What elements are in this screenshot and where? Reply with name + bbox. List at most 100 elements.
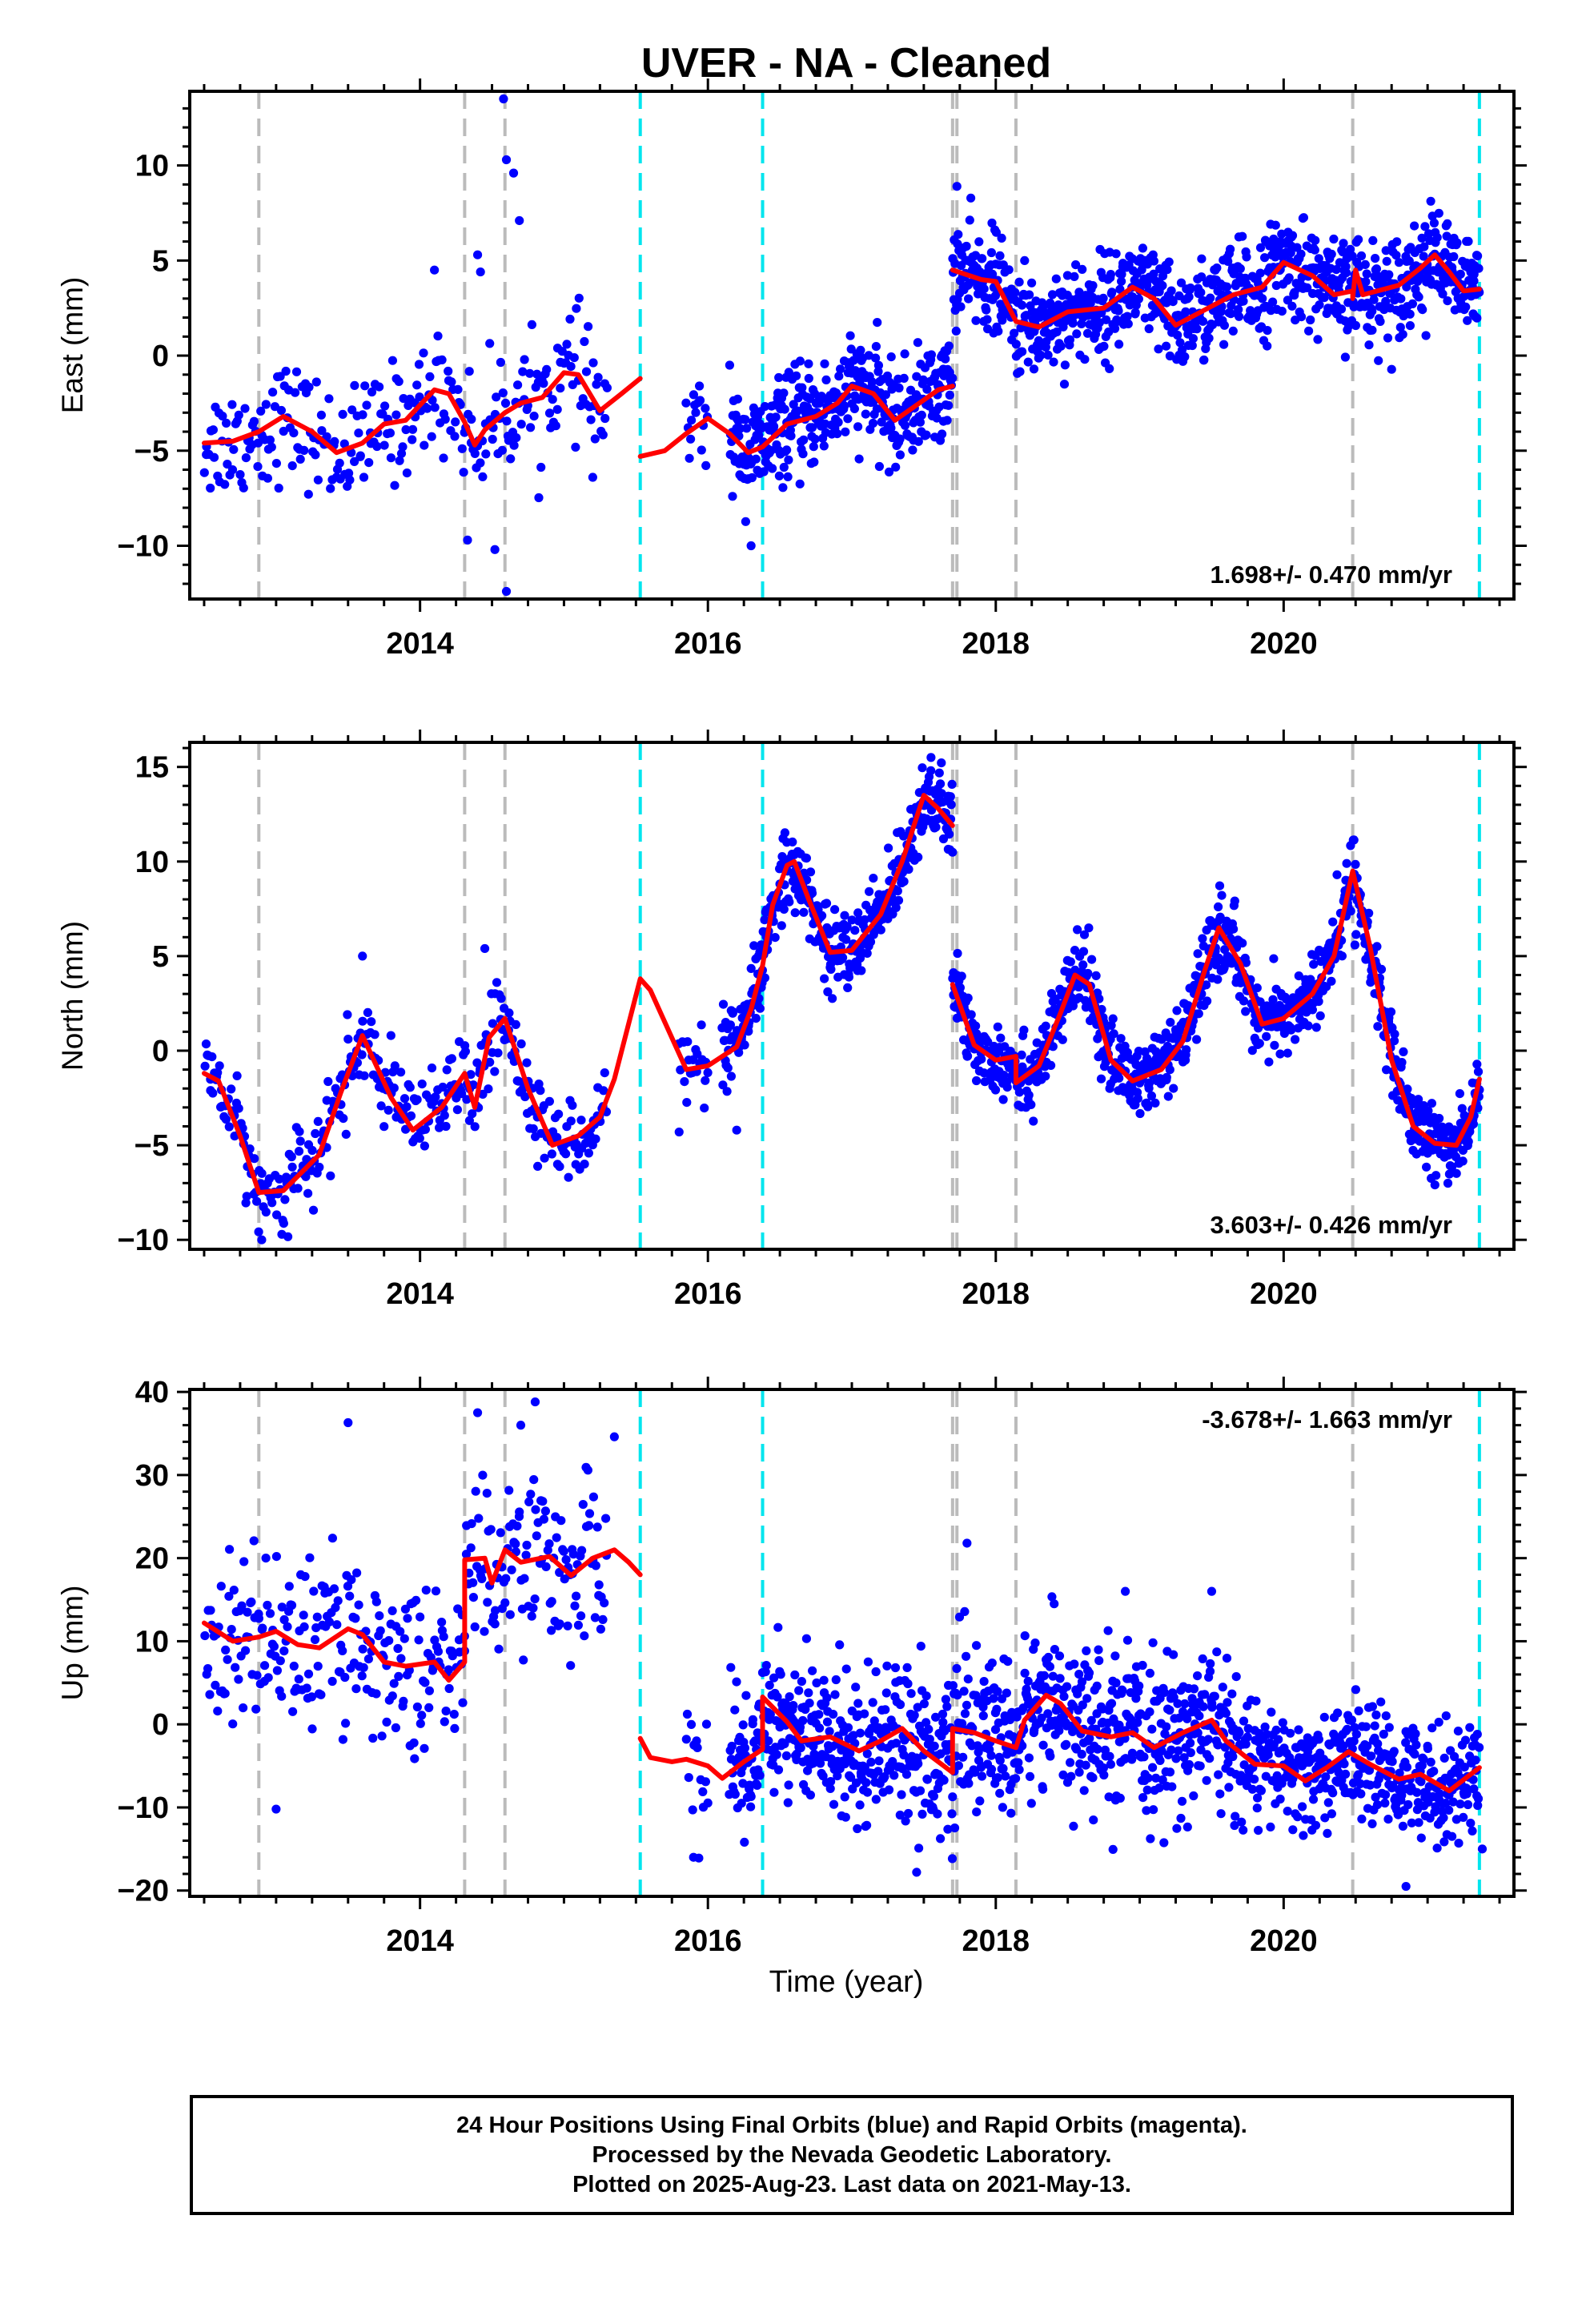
data-point — [1179, 1753, 1189, 1763]
data-point — [1443, 1178, 1453, 1188]
data-point — [496, 1528, 505, 1538]
data-point — [538, 1497, 548, 1506]
data-point — [1296, 249, 1306, 259]
data-point — [1070, 1659, 1079, 1669]
data-point — [779, 388, 789, 398]
data-point — [860, 915, 869, 925]
data-point — [795, 356, 805, 366]
data-point — [891, 903, 901, 912]
data-point — [1457, 1104, 1467, 1113]
data-point — [421, 1586, 431, 1595]
data-point — [453, 384, 463, 394]
data-point — [1103, 1626, 1113, 1635]
data-point — [1023, 1676, 1033, 1686]
data-point — [467, 414, 476, 424]
data-point — [470, 1622, 480, 1632]
data-point — [972, 1807, 982, 1817]
data-point — [1219, 340, 1229, 349]
data-point — [972, 1076, 982, 1086]
data-point — [241, 453, 251, 463]
data-point — [476, 267, 485, 277]
data-point — [1268, 297, 1278, 307]
data-point — [794, 1686, 804, 1695]
data-point — [1168, 297, 1178, 307]
data-point — [1313, 335, 1323, 344]
data-point — [755, 1003, 765, 1013]
data-point — [771, 412, 781, 422]
data-point — [340, 1672, 350, 1683]
data-point — [303, 489, 313, 499]
data-point — [311, 1128, 320, 1139]
data-point — [367, 1017, 376, 1027]
data-point — [900, 420, 910, 430]
data-point — [600, 1068, 609, 1078]
data-point — [477, 1574, 487, 1583]
data-point — [855, 1800, 865, 1810]
data-point — [1148, 1638, 1158, 1647]
data-point — [1019, 1025, 1029, 1035]
data-point — [315, 1162, 324, 1172]
data-point — [1038, 1740, 1048, 1750]
data-point — [1058, 1770, 1068, 1779]
data-point — [1094, 994, 1104, 1003]
data-point — [783, 1798, 793, 1807]
data-point — [521, 1550, 531, 1560]
data-point — [527, 320, 537, 329]
data-point — [257, 1168, 267, 1178]
data-point — [493, 1048, 503, 1058]
data-point — [1139, 1752, 1149, 1762]
data-point — [294, 1675, 303, 1684]
data-point — [1234, 304, 1243, 315]
data-point — [1464, 1136, 1473, 1147]
data-point — [1284, 273, 1294, 283]
data-point — [1059, 1691, 1069, 1701]
data-point — [868, 418, 878, 428]
data-point — [480, 943, 490, 954]
data-point — [993, 1687, 1002, 1696]
data-point — [982, 305, 991, 315]
data-point — [555, 1162, 564, 1172]
data-point — [206, 1606, 215, 1615]
data-point — [1147, 1724, 1157, 1734]
data-point — [1434, 208, 1443, 218]
data-point — [500, 1598, 510, 1607]
data-point — [239, 1703, 248, 1713]
data-point — [1107, 287, 1117, 297]
data-point — [223, 460, 232, 469]
data-point — [1303, 283, 1312, 292]
data-point — [895, 1699, 905, 1710]
data-point — [269, 1642, 279, 1651]
data-point — [926, 753, 936, 762]
data-point — [874, 1756, 884, 1766]
data-point — [746, 963, 756, 973]
data-point — [1239, 996, 1249, 1006]
data-point — [220, 480, 230, 489]
data-point — [375, 382, 384, 392]
data-point — [1162, 265, 1172, 275]
data-point — [938, 429, 947, 439]
data-point — [1176, 278, 1186, 287]
data-point — [501, 155, 512, 165]
data-point — [1215, 1789, 1225, 1799]
data-point — [1024, 1753, 1034, 1763]
data-point — [274, 483, 283, 493]
data-point — [958, 1752, 968, 1762]
data-point — [893, 887, 902, 896]
data-point — [1166, 1745, 1176, 1755]
data-point — [415, 1133, 424, 1143]
data-point — [809, 457, 819, 467]
data-point — [390, 480, 400, 490]
data-point — [1367, 325, 1377, 335]
data-point — [1046, 1060, 1056, 1070]
data-point — [926, 350, 936, 360]
data-point — [483, 1598, 492, 1607]
data-point — [1126, 1688, 1135, 1698]
data-point — [853, 1823, 862, 1834]
data-point — [1037, 1713, 1046, 1723]
data-point — [351, 1684, 361, 1694]
data-point — [954, 230, 963, 239]
data-point — [1261, 1771, 1271, 1781]
data-point — [594, 1580, 604, 1590]
data-point — [384, 1636, 394, 1646]
